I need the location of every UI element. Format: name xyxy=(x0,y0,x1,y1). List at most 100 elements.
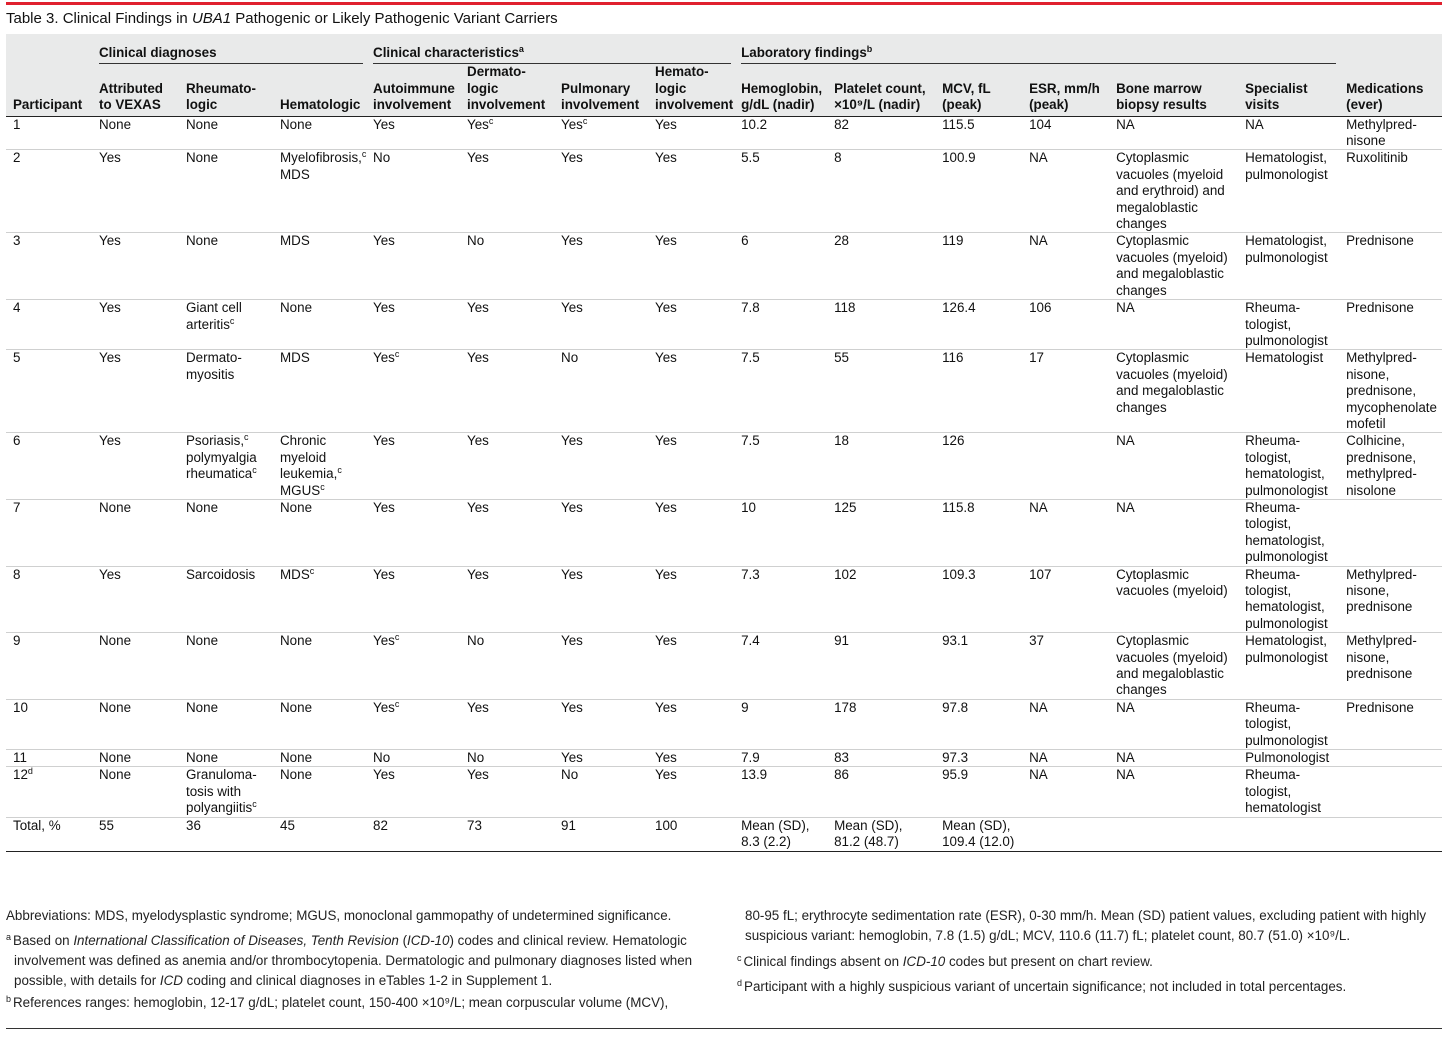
table-cell: 28 xyxy=(827,232,936,301)
table-cell: 7.9 xyxy=(734,749,828,768)
table-cell: Rheuma-tologist, hematologist xyxy=(1238,766,1340,818)
table-row: 1 None None None Yes Yesc Yesc Yes 10.2 82 115.5 10… xyxy=(6,116,1443,151)
table-cell: 100.9 xyxy=(935,149,1023,234)
table-cell: MDS xyxy=(273,232,367,301)
table-row: 6 Yes Psoriasis,c polymyalgia rheumaticac C… xyxy=(6,432,1443,500)
table-cell: Yes xyxy=(460,566,555,634)
table-cell: None xyxy=(273,116,367,151)
total-cell xyxy=(1109,817,1239,852)
table-cell: Yes xyxy=(366,116,461,151)
table-cell: 86 xyxy=(827,766,936,818)
table-cell: Yes xyxy=(554,499,649,567)
table-cell: Yes xyxy=(92,349,179,434)
table-cell: 7.5 xyxy=(734,432,828,500)
table-cell: Yes xyxy=(92,299,179,351)
table-cell: 119 xyxy=(935,232,1023,301)
column-header: Platelet count, ×10⁹/L (nadir) xyxy=(827,64,936,117)
table-cell: No xyxy=(366,749,461,768)
table-cell: Cytoplasmic vacuoles (myeloid and erythr… xyxy=(1109,149,1239,234)
table-cell: 115.8 xyxy=(935,499,1023,567)
table-cell: Yes xyxy=(554,149,649,234)
table-cell: 5 xyxy=(6,349,92,434)
table-cell: 10 xyxy=(734,499,828,567)
table-cell: Cytoplasmic vacuoles (myeloid) and megal… xyxy=(1109,632,1239,700)
table-cell: 93.1 xyxy=(935,632,1023,700)
table-cell: Yes xyxy=(554,699,649,751)
table-cell: 102 xyxy=(827,566,936,634)
table-cell: Prednisone xyxy=(1339,232,1443,301)
table-cell: Prednisone xyxy=(1339,299,1443,351)
table-row: 7 None None None Yes Yes Yes Yes 10 125 115.8 NA NA R… xyxy=(6,499,1443,567)
table-cell: 178 xyxy=(827,699,936,751)
table-cell: Rheuma-tologist, hematologist, pulmonolo… xyxy=(1238,432,1340,500)
table-cell: Yes xyxy=(92,432,179,500)
table-cell: 4 xyxy=(6,299,92,351)
table-cell: 6 xyxy=(734,232,828,301)
table-cell: Yes xyxy=(460,699,555,751)
total-cell: 91 xyxy=(554,817,649,852)
table-cell: 116 xyxy=(935,349,1023,434)
table-cell: 2 xyxy=(6,149,92,234)
table-cell: Cytoplasmic vacuoles (myeloid) and megal… xyxy=(1109,349,1239,434)
table-cell: Yes xyxy=(366,299,461,351)
table-cell: None xyxy=(273,632,367,700)
table-cell: 8 xyxy=(827,149,936,234)
table-cell: 7.4 xyxy=(734,632,828,700)
total-cell: 45 xyxy=(273,817,367,852)
column-header: Pulmonary involvement xyxy=(554,64,649,117)
table-cell: NA xyxy=(1022,149,1110,234)
table-cell xyxy=(1339,499,1443,567)
table-cell: Methylpred-nisone, prednisone, mycopheno… xyxy=(1339,349,1443,434)
table-cell: NA xyxy=(1109,499,1239,567)
table-cell: 5.5 xyxy=(734,149,828,234)
table-cell: Yes xyxy=(648,349,735,434)
table-cell: No xyxy=(460,232,555,301)
footnote-mark: c xyxy=(394,632,400,643)
table-cell: 7.5 xyxy=(734,349,828,434)
table-cell: NA xyxy=(1022,499,1110,567)
table-cell xyxy=(1339,766,1443,818)
table-cell: Yes xyxy=(648,432,735,500)
table-cell: 115.5 xyxy=(935,116,1023,151)
footnote-a: a Based on International Classification o… xyxy=(6,931,693,988)
footnote-c: c Clinical findings absent on ICD-10 code… xyxy=(737,953,1153,970)
footnote-mark: c xyxy=(252,799,257,810)
table-cell: 83 xyxy=(827,749,936,768)
table-cell: None xyxy=(179,232,273,301)
table-cell: No xyxy=(554,766,649,818)
table-cell: Cytoplasmic vacuoles (myeloid) xyxy=(1109,566,1239,634)
table-cell: Yesc xyxy=(366,632,461,700)
footnote-mark: c xyxy=(361,149,367,160)
table-cell: 10 xyxy=(6,699,92,751)
table-cell: 11 xyxy=(6,749,92,768)
column-header: Bone marrow biopsy results xyxy=(1109,64,1239,117)
table-cell: 7 xyxy=(6,499,92,567)
table-cell: 95.9 xyxy=(935,766,1023,818)
table-cell: NA xyxy=(1109,432,1239,500)
table-cell: Chronic myeloid leukemia,c MGUSc xyxy=(273,432,367,500)
table-cell: 109.3 xyxy=(935,566,1023,634)
table-cell: Yes xyxy=(460,349,555,434)
table-cell: Yes xyxy=(648,749,735,768)
footnote-mark: d xyxy=(27,766,33,777)
table-cell: Yes xyxy=(366,432,461,500)
top-accent-rule xyxy=(6,2,1442,5)
bottom-rule xyxy=(6,1028,1442,1029)
table-row: 10 None None None Yesc Yes Yes Yes 9 178 97.8 NA NA R… xyxy=(6,699,1443,751)
table-cell xyxy=(1339,749,1443,768)
table-cell: Yes xyxy=(92,566,179,634)
column-header: ESR, mm/h (peak) xyxy=(1022,64,1110,117)
table-title: Table 3. Clinical Findings in UBA1 Patho… xyxy=(6,10,558,27)
table-cell: 17 xyxy=(1022,349,1110,434)
table-cell: 1 xyxy=(6,116,92,151)
table-cell: NA xyxy=(1109,116,1239,151)
table-cell: Yes xyxy=(366,766,461,818)
table-cell: 91 xyxy=(827,632,936,700)
table-header: Clinical diagnoses Clinical characterist… xyxy=(6,34,1443,117)
table-cell: Methylpred-nisone, prednisone xyxy=(1339,566,1443,634)
table-cell: 107 xyxy=(1022,566,1110,634)
table-cell: 18 xyxy=(827,432,936,500)
table-body: 1 None None None Yes Yesc Yesc Yes 10.2 82 115.5 10… xyxy=(6,116,1443,852)
table-cell: None xyxy=(179,149,273,234)
table-cell: Yes xyxy=(92,232,179,301)
